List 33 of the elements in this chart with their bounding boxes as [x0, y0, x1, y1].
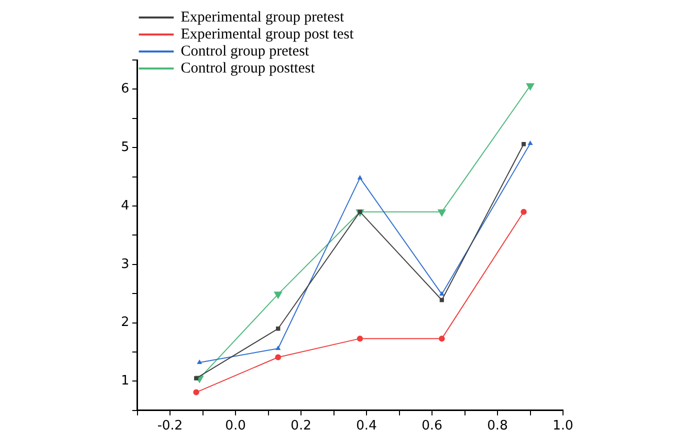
x-tick-label: -0.2 — [157, 418, 183, 434]
point — [275, 354, 282, 360]
point — [528, 140, 533, 146]
y-tick-label: 1 — [120, 374, 130, 389]
y-tick-label: 2 — [120, 315, 130, 330]
point — [520, 208, 527, 215]
point — [274, 292, 282, 300]
point — [275, 345, 281, 350]
y-tick-label: 5 — [120, 140, 130, 155]
point — [526, 83, 535, 91]
point — [196, 360, 202, 364]
y-tick-label: 3 — [120, 256, 130, 272]
legend-label: Experimental group post test — [180, 26, 354, 42]
x-tick-label: 0.8 — [487, 418, 508, 434]
x-tick-label: 1.0 — [552, 418, 574, 434]
point — [356, 336, 363, 342]
point — [193, 389, 200, 396]
x-tick-label: 0.6 — [422, 418, 442, 434]
y-tick-label: 4 — [120, 198, 130, 214]
point — [194, 376, 198, 380]
point — [522, 142, 526, 146]
point — [357, 174, 363, 180]
x-tick-label: 0.0 — [225, 418, 246, 434]
x-tick-label: 0.4 — [356, 418, 377, 434]
point — [440, 298, 444, 302]
legend-label: Experimental group pretest — [180, 9, 345, 26]
legend-label: Control group pretest — [180, 43, 310, 60]
legend-label: Control group posttest — [180, 60, 316, 76]
point — [438, 209, 446, 217]
x-tick-label: 0.2 — [290, 418, 312, 434]
point — [438, 336, 445, 342]
y-tick-label: 6 — [120, 82, 130, 97]
point — [276, 326, 280, 331]
